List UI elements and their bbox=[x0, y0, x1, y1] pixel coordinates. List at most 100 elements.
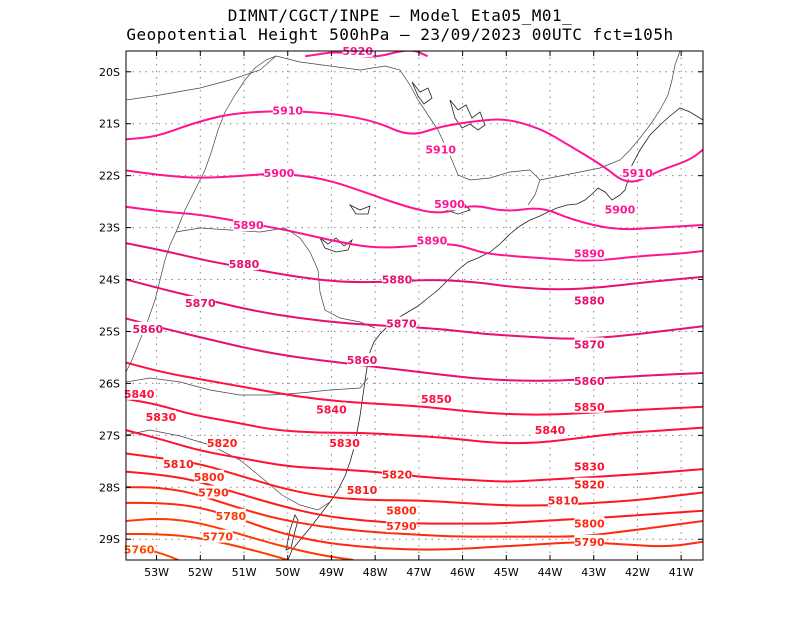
contour-label-5880: 5880 bbox=[382, 274, 413, 287]
contour-label-bg bbox=[574, 337, 605, 351]
contour-label-5840: 5840 bbox=[316, 403, 347, 416]
contour-label-bg bbox=[434, 197, 465, 211]
contour-label-bg bbox=[382, 272, 413, 286]
x-tick-label: 44W bbox=[538, 566, 563, 579]
contour-label-5810: 5810 bbox=[347, 484, 378, 497]
contour-label-5900: 5900 bbox=[434, 198, 465, 211]
y-tick-label: 29S bbox=[99, 533, 120, 546]
contour-label-5810: 5810 bbox=[548, 494, 579, 507]
contour-label-bg bbox=[124, 386, 155, 400]
contour-label-bg bbox=[574, 293, 605, 307]
x-tick-label: 48W bbox=[363, 566, 388, 579]
contour-label-5820: 5820 bbox=[574, 479, 605, 492]
x-tick-label: 49W bbox=[319, 566, 344, 579]
contour-label-bg bbox=[145, 410, 176, 424]
contour-label-bg bbox=[421, 391, 452, 405]
contour-label-bg bbox=[574, 373, 605, 387]
contour-label-bg bbox=[622, 166, 653, 180]
y-tick-label: 20S bbox=[99, 66, 120, 79]
state-border-rj-mg bbox=[539, 124, 651, 181]
y-tick-label: 23S bbox=[99, 222, 120, 235]
contour-label-bg bbox=[185, 295, 216, 309]
y-tick-label: 21S bbox=[99, 118, 120, 131]
contour-label-bg bbox=[574, 516, 605, 530]
contour-5830 bbox=[126, 429, 703, 483]
contour-label-bg bbox=[124, 542, 155, 556]
state-border-sp-mg bbox=[275, 55, 541, 206]
contour-label-5830: 5830 bbox=[146, 411, 177, 424]
contour-5840 bbox=[126, 398, 703, 445]
x-tick-label: 47W bbox=[406, 566, 431, 579]
contour-label-5820: 5820 bbox=[382, 468, 413, 481]
state-border-mg-es bbox=[649, 51, 681, 126]
contour-label-bg bbox=[233, 217, 264, 231]
y-tick-label: 27S bbox=[99, 429, 120, 442]
chart-title-line2: Geopotential Height 500hPa – 23/09/2023 … bbox=[126, 25, 674, 44]
contour-label-5770: 5770 bbox=[202, 531, 233, 544]
contour-5770 bbox=[126, 533, 288, 560]
contour-label-bg bbox=[163, 456, 194, 470]
contour-label-5800: 5800 bbox=[194, 471, 225, 484]
x-tick-label: 42W bbox=[625, 566, 650, 579]
x-tick-label: 45W bbox=[494, 566, 519, 579]
contour-label-5810: 5810 bbox=[163, 458, 194, 471]
contour-label-bg bbox=[574, 246, 605, 260]
x-tick-label: 52W bbox=[188, 566, 213, 579]
contour-label-bg bbox=[386, 316, 417, 330]
contour-label-5820: 5820 bbox=[207, 437, 238, 450]
state-border-mg-go bbox=[126, 55, 277, 101]
x-tick-label: 50W bbox=[275, 566, 300, 579]
contour-label-5890: 5890 bbox=[233, 219, 264, 232]
contour-5850 bbox=[126, 361, 703, 416]
reservoir-furnas bbox=[449, 99, 486, 131]
contour-label-bg bbox=[202, 529, 233, 543]
contour-label-5890: 5890 bbox=[417, 235, 448, 248]
x-tick-label: 53W bbox=[144, 566, 169, 579]
contour-label-5850: 5850 bbox=[421, 393, 452, 406]
contour-label-bg bbox=[574, 459, 605, 473]
contour-label-5870: 5870 bbox=[185, 297, 216, 310]
contour-5800 bbox=[126, 486, 703, 538]
contour-label-5790: 5790 bbox=[574, 536, 605, 549]
contour-label-bg bbox=[215, 508, 246, 522]
x-tick-label: 46W bbox=[450, 566, 475, 579]
contour-label-bg bbox=[272, 103, 303, 117]
contour-label-5910: 5910 bbox=[622, 167, 653, 180]
contour-label-5830: 5830 bbox=[329, 437, 360, 450]
contour-label-5830: 5830 bbox=[574, 461, 605, 474]
contour-label-bg bbox=[263, 166, 294, 180]
y-tick-label: 26S bbox=[99, 377, 120, 390]
contour-label-bg bbox=[386, 519, 417, 533]
axes: 53W 52W 51W 50W 49W 48W 47W 46W 45W 44W 43W 42W 41W 2… bbox=[99, 51, 703, 579]
contour-label-bg bbox=[604, 202, 635, 216]
contour-label-5860: 5860 bbox=[574, 375, 605, 388]
contour-label-bg bbox=[535, 423, 566, 437]
basemap bbox=[126, 51, 703, 560]
state-border-sp-pr bbox=[175, 227, 376, 329]
contour-5900 bbox=[126, 169, 703, 231]
contour-label-bg bbox=[347, 482, 378, 496]
contour-label-bg bbox=[132, 321, 163, 335]
contour-label-5900: 5900 bbox=[264, 167, 295, 180]
contour-label-bg bbox=[229, 256, 260, 270]
contour-label-bg bbox=[316, 402, 347, 416]
contour-label-5790: 5790 bbox=[198, 486, 229, 499]
x-tick-label: 43W bbox=[581, 566, 606, 579]
contour-label-5800: 5800 bbox=[574, 518, 605, 531]
state-border-pr-sc bbox=[126, 377, 369, 396]
contour-label-5890: 5890 bbox=[574, 248, 605, 261]
contour-label-5880: 5880 bbox=[574, 294, 605, 307]
contour-label-5900: 5900 bbox=[605, 203, 636, 216]
y-tick-label: 28S bbox=[99, 481, 120, 494]
contour-label-5840: 5840 bbox=[535, 424, 566, 437]
reservoir-3 bbox=[348, 203, 371, 215]
state-border-ms-sp bbox=[175, 55, 277, 233]
contour-label-bg bbox=[194, 469, 225, 483]
contour-label-5800: 5800 bbox=[386, 505, 417, 518]
contour-5780 bbox=[126, 518, 354, 560]
contour-label-5860: 5860 bbox=[347, 354, 378, 367]
y-tick-label: 25S bbox=[99, 325, 120, 338]
contour-label-5870: 5870 bbox=[574, 338, 605, 351]
